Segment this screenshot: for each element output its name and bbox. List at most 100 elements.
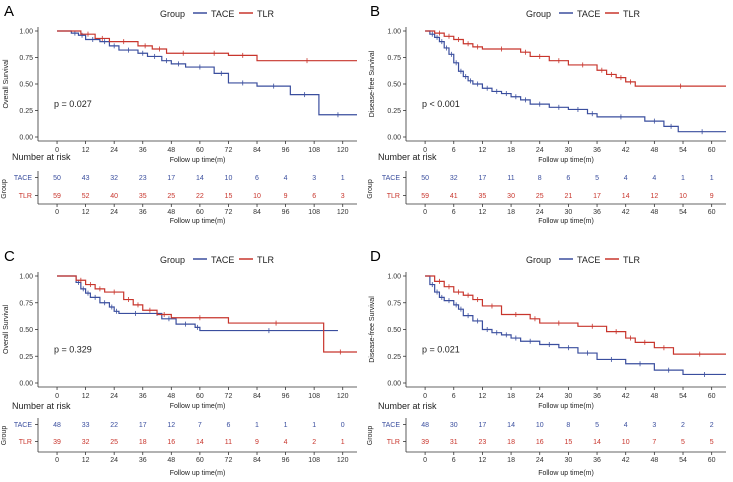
risk-x-tick-label: 0 <box>55 209 59 216</box>
x-tick-label: 24 <box>536 393 544 400</box>
risk-table-title: Number at risk <box>378 401 437 411</box>
risk-x-tick-label: 60 <box>708 209 716 216</box>
legend-label-tlr: TLR <box>257 255 275 265</box>
x-tick-label: 54 <box>679 393 687 400</box>
x-tick-label: 54 <box>679 147 687 154</box>
panel-d: D Group TACE TLR 0.00 0.25 0.50 0.75 1.00 Disease… <box>367 248 726 477</box>
x-tick-label: 96 <box>282 393 290 400</box>
y-tick-label: 0.50 <box>387 327 401 334</box>
risk-value-tlr: 10 <box>679 193 687 200</box>
legend-label-tlr: TLR <box>623 255 641 265</box>
risk-x-tick-label: 36 <box>593 209 601 216</box>
risk-value-tlr: 14 <box>593 439 601 446</box>
risk-x-tick-label: 48 <box>650 209 658 216</box>
x-tick-label: 48 <box>650 147 658 154</box>
x-tick-label: 108 <box>308 393 320 400</box>
risk-x-tick-label: 12 <box>479 209 487 216</box>
risk-value-tace: 14 <box>507 422 515 429</box>
risk-value-tace: 6 <box>566 175 570 182</box>
risk-value-tlr: 16 <box>167 439 175 446</box>
y-tick-label: 0.25 <box>387 354 401 361</box>
risk-x-tick-label: 6 <box>452 209 456 216</box>
x-tick-label: 48 <box>167 147 175 154</box>
risk-x-tick-label: 72 <box>225 457 233 464</box>
risk-value-tlr: 18 <box>139 439 147 446</box>
y-tick-label: 0.50 <box>19 82 33 89</box>
risk-x-tick-label: 96 <box>282 209 290 216</box>
risk-group-title: Group <box>367 426 374 446</box>
risk-x-tick-label: 54 <box>679 457 687 464</box>
risk-value-tlr: 35 <box>139 193 147 200</box>
risk-row-label-tace: TACE <box>382 175 400 182</box>
risk-x-tick-label: 0 <box>423 457 427 464</box>
risk-value-tace: 50 <box>421 175 429 182</box>
risk-value-tlr: 15 <box>225 193 233 200</box>
x-tick-label: 36 <box>139 147 147 154</box>
x-tick-label: 30 <box>564 393 572 400</box>
risk-value-tlr: 7 <box>652 439 656 446</box>
panel-b: B Group TACE TLR 0.00 0.25 0.50 0.75 1.00 Disease… <box>367 3 726 225</box>
risk-value-tlr: 14 <box>622 193 630 200</box>
p-value: p = 0.021 <box>422 345 460 355</box>
legend-title: Group <box>160 9 185 19</box>
risk-value-tace: 50 <box>53 175 61 182</box>
risk-x-tick-label: 24 <box>110 457 118 464</box>
x-tick-label: 12 <box>479 147 487 154</box>
risk-row-label-tlr: TLR <box>387 193 400 200</box>
risk-value-tlr: 40 <box>110 193 118 200</box>
risk-value-tace: 17 <box>167 175 175 182</box>
risk-x-tick-label: 48 <box>167 209 175 216</box>
y-axis-title: Disease-free Survival <box>369 50 376 117</box>
risk-value-tlr: 59 <box>421 193 429 200</box>
risk-value-tace: 11 <box>507 175 514 182</box>
risk-row-label-tlr: TLR <box>19 193 32 200</box>
risk-value-tlr: 11 <box>225 439 232 446</box>
risk-value-tlr: 30 <box>507 193 515 200</box>
risk-value-tlr: 9 <box>284 193 288 200</box>
risk-x-tick-label: 24 <box>110 209 118 216</box>
legend-label-tace: TACE <box>211 9 234 19</box>
panel-a: A Group TACE TLR 0.00 0.25 0.50 0.75 1.00 Overall… <box>1 3 357 225</box>
curve-tlr <box>425 275 726 355</box>
risk-value-tlr: 2 <box>312 439 316 446</box>
risk-value-tace: 8 <box>566 422 570 429</box>
legend-title: Group <box>526 9 551 19</box>
x-tick-label: 12 <box>82 147 90 154</box>
risk-value-tace: 4 <box>624 175 628 182</box>
risk-value-tace: 33 <box>82 422 90 429</box>
risk-value-tace: 17 <box>479 175 487 182</box>
risk-value-tlr: 23 <box>479 439 487 446</box>
x-tick-label: 24 <box>110 393 118 400</box>
y-axis-title: Overall Survival <box>3 59 10 108</box>
x-tick-label: 120 <box>337 147 349 154</box>
risk-group-title: Group <box>1 179 8 199</box>
legend-label-tlr: TLR <box>257 9 275 19</box>
curve-tlr <box>57 275 357 353</box>
curve-tace <box>425 30 726 133</box>
p-value: p = 0.329 <box>54 345 92 355</box>
risk-group-title: Group <box>367 179 374 199</box>
x-axis-title: Follow up time(m) <box>538 157 594 164</box>
risk-x-tick-label: 6 <box>452 457 456 464</box>
risk-x-tick-label: 60 <box>196 457 204 464</box>
risk-value-tlr: 59 <box>53 193 61 200</box>
y-tick-label: 0.50 <box>387 82 401 89</box>
x-axis-title: Follow up time(m) <box>170 157 226 164</box>
y-tick-label: 0.00 <box>387 381 401 388</box>
x-tick-label: 18 <box>507 393 515 400</box>
y-tick-label: 0.25 <box>19 354 33 361</box>
risk-x-tick-label: 30 <box>564 209 572 216</box>
risk-value-tace: 1 <box>681 175 685 182</box>
risk-value-tace: 0 <box>341 422 345 429</box>
x-tick-label: 6 <box>452 393 456 400</box>
y-tick-label: 0.75 <box>19 55 33 62</box>
risk-x-tick-label: 60 <box>196 209 204 216</box>
risk-x-tick-label: 48 <box>167 457 175 464</box>
risk-value-tace: 5 <box>595 175 599 182</box>
risk-value-tace: 2 <box>681 422 685 429</box>
y-tick-label: 1.00 <box>387 274 401 281</box>
risk-value-tlr: 16 <box>536 439 544 446</box>
risk-value-tace: 4 <box>652 175 656 182</box>
x-tick-label: 36 <box>593 393 601 400</box>
